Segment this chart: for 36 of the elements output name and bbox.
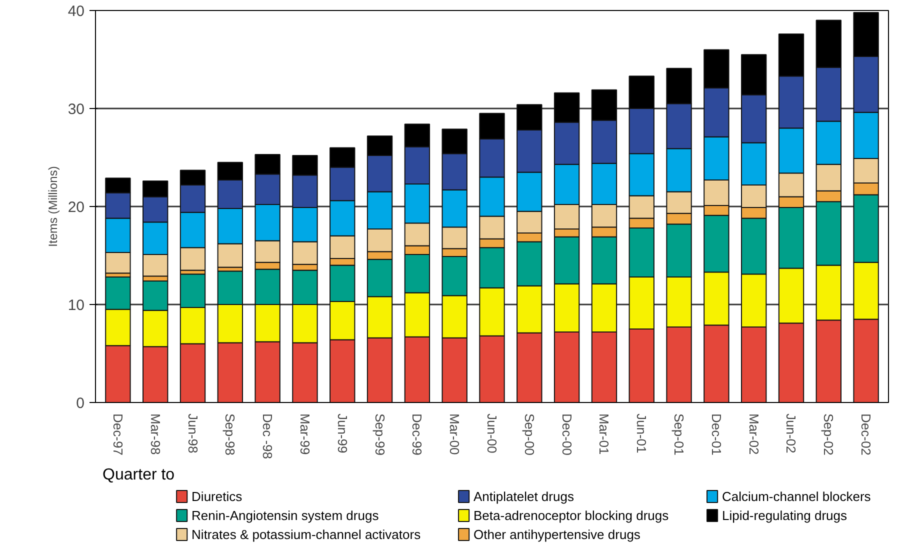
- y-tick-label: 20: [68, 199, 85, 216]
- legend-label: Nitrates & potassium-channel activators: [192, 527, 422, 542]
- x-tick-label: Sep-02: [821, 414, 836, 456]
- x-tick-label: Jun-01: [634, 414, 650, 454]
- x-tick-label: Dec-00: [559, 414, 574, 456]
- legend-label: Lipid-regulating drugs: [722, 508, 848, 523]
- x-tick-label: Jun-00: [484, 414, 500, 454]
- legend-label: Calcium-channel blockers: [722, 489, 872, 504]
- x-tick-label: Mar-01: [596, 414, 612, 455]
- x-tick-label: Mar-99: [297, 414, 312, 455]
- x-tick-label: Jun-99: [334, 414, 350, 454]
- y-tick-label: 10: [68, 297, 85, 314]
- x-tick-label: Jun-02: [784, 414, 799, 454]
- x-tick-label: Dec-97: [110, 414, 126, 456]
- legend-label: Antiplatelet drugs: [473, 489, 574, 504]
- x-tick-label: Dec-02: [858, 414, 874, 456]
- x-tick-label: Jun-98: [185, 414, 200, 454]
- x-tick-label: Sep-99: [372, 414, 388, 456]
- x-tick-label: Dec-99: [410, 414, 425, 456]
- y-axis-title: Items (Millions): [46, 166, 60, 247]
- x-tick-label: Dec -98: [260, 414, 276, 460]
- x-tick-label: Mar-98: [148, 414, 163, 455]
- x-tick-label: Sep-00: [522, 414, 537, 456]
- x-tick-label: Mar-02: [746, 414, 762, 455]
- legend-label: Renin-Angiotensin system drugs: [192, 508, 380, 523]
- x-axis-title: Quarter to: [102, 466, 175, 484]
- legend-label: Beta-adrenoceptor blocking drugs: [473, 508, 670, 523]
- x-tick-label: Dec-01: [708, 414, 724, 456]
- x-tick-label: Sep-01: [672, 414, 687, 456]
- y-tick-label: 40: [68, 3, 85, 20]
- y-tick-label: 0: [76, 395, 84, 412]
- x-tick-label: Sep-98: [222, 414, 238, 456]
- legend-label: Diuretics: [192, 489, 243, 504]
- x-tick-label: Mar-00: [447, 414, 462, 455]
- legend-label: Other antihypertensive drugs: [473, 527, 641, 542]
- y-tick-label: 30: [68, 101, 85, 118]
